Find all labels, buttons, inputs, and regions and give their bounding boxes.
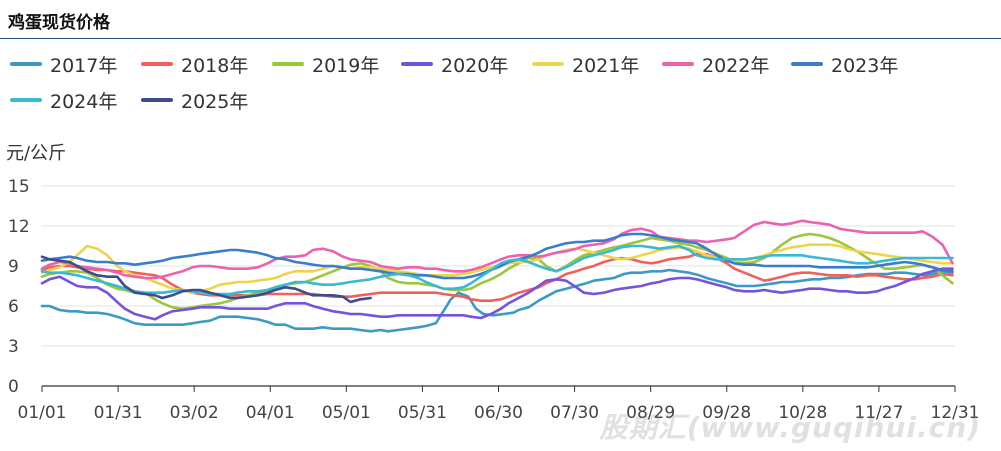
legend-item-5[interactable]: 2022年: [662, 52, 770, 77]
legend-swatch: [141, 62, 173, 66]
series-line-5: [40, 219, 954, 280]
legend-label: 2023年: [831, 54, 899, 77]
legend-swatch: [10, 98, 42, 102]
legend-label: 2017年: [50, 54, 118, 77]
y-tick-label: 12: [8, 217, 30, 237]
x-tick-label: 08/29: [626, 403, 675, 423]
y-axis-unit-label: 元/公斤: [6, 143, 67, 164]
legend-swatch: [272, 62, 304, 66]
legend-item-3[interactable]: 2020年: [401, 52, 509, 77]
x-tick-label: 01/01: [18, 403, 67, 423]
x-tick-label: 11/27: [854, 403, 903, 423]
legend-label: 2018年: [181, 54, 249, 77]
x-tick-label: 06/30: [474, 403, 523, 423]
legend-swatch: [10, 62, 42, 66]
y-tick-label: 0: [8, 377, 19, 397]
legend-item-1[interactable]: 2018年: [141, 52, 249, 77]
y-tick-label: 6: [8, 297, 19, 317]
x-tick-label: 03/02: [170, 403, 219, 423]
series-line-8: [40, 255, 372, 304]
legend-item-2[interactable]: 2019年: [272, 52, 380, 77]
x-tick-label: 04/01: [246, 403, 295, 423]
legend-item-7[interactable]: 2024年: [10, 88, 118, 113]
legend-item-4[interactable]: 2021年: [532, 52, 640, 77]
y-tick-label: 3: [8, 337, 19, 357]
legend-label: 2020年: [441, 54, 509, 77]
legend-swatch: [791, 62, 823, 66]
y-tick-label: 9: [8, 257, 19, 277]
x-tick-label: 09/28: [702, 403, 751, 423]
x-tick-label: 05/01: [322, 403, 371, 423]
legend-item-6[interactable]: 2023年: [791, 52, 899, 77]
legend-label: 2021年: [572, 54, 640, 77]
legend-label: 2022年: [702, 54, 770, 77]
title-divider: [0, 38, 1001, 39]
legend-swatch: [141, 98, 173, 102]
series-line-0: [40, 268, 954, 333]
y-tick-label: 15: [8, 177, 30, 197]
x-tick-label: 10/28: [778, 403, 827, 423]
legend-swatch: [662, 62, 694, 66]
x-tick-label: 07/30: [550, 403, 599, 423]
x-tick-label: 12/31: [931, 403, 980, 423]
watermark: 股期汇(www.guqihui.cn): [599, 411, 981, 444]
page-title: 鸡蛋现货价格: [8, 13, 110, 33]
legend-item-0[interactable]: 2017年: [10, 52, 118, 77]
series-line-7: [40, 244, 954, 296]
legend-label: 2025年: [181, 90, 249, 113]
x-tick-label: 05/31: [398, 403, 447, 423]
legend-swatch: [532, 62, 564, 66]
legend-swatch: [401, 62, 433, 66]
legend-item-8[interactable]: 2025年: [141, 88, 249, 113]
series-line-2: [40, 232, 954, 311]
x-tick-label: 01/31: [94, 403, 143, 423]
legend-label: 2019年: [312, 54, 380, 77]
legend-label: 2024年: [50, 90, 118, 113]
series-line-3: [40, 267, 954, 321]
